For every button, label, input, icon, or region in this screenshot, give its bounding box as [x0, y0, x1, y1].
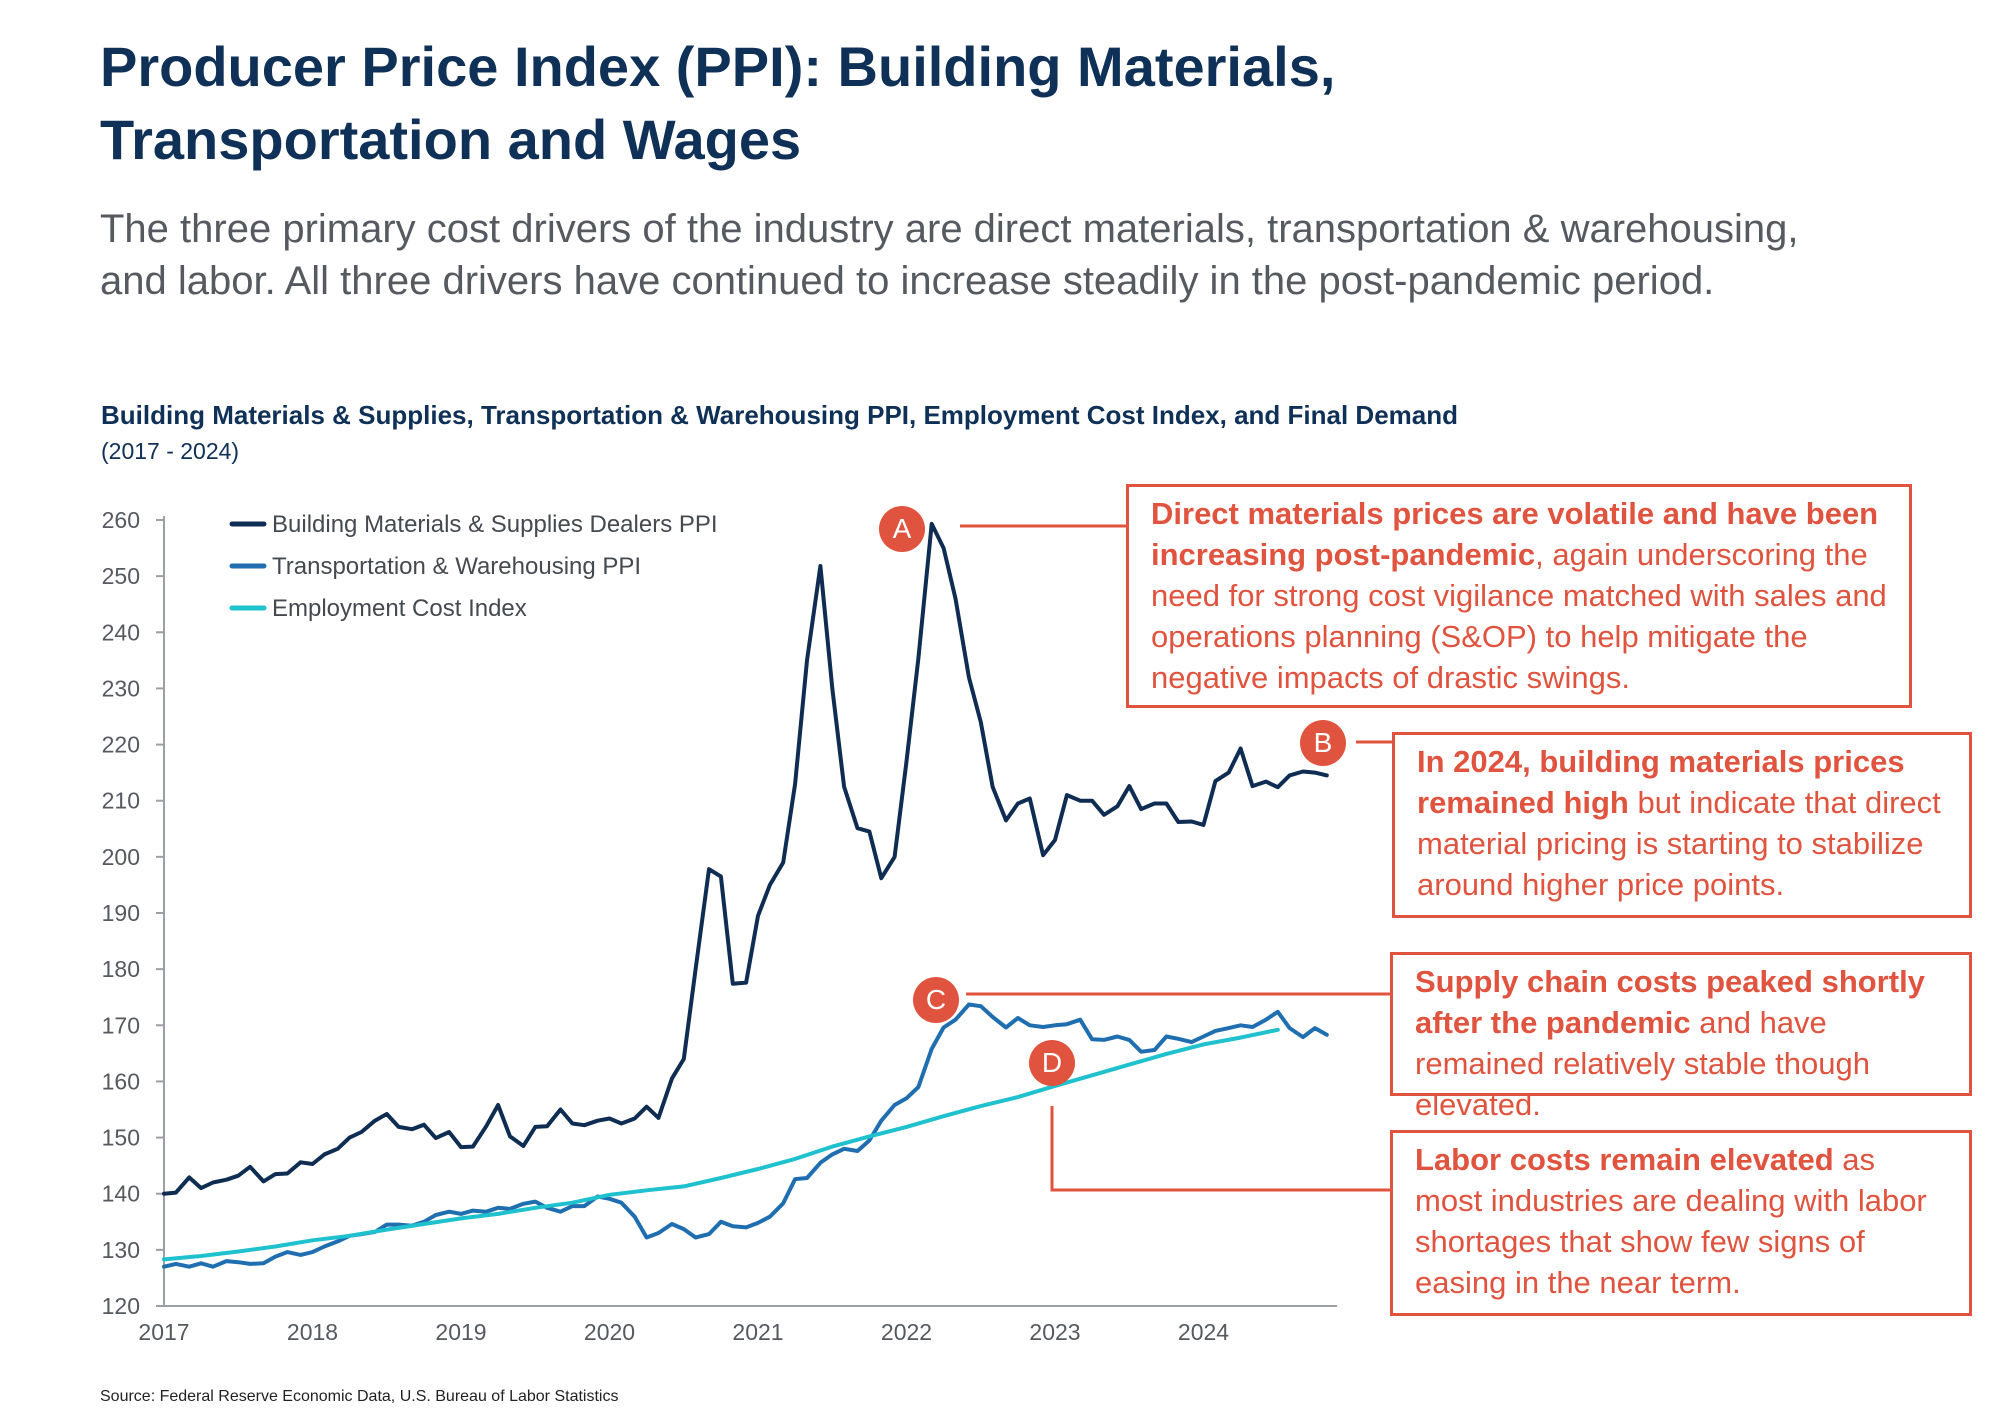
callout-c-bold: Supply chain costs peaked shortly after … — [1415, 964, 1925, 1040]
page-title-line-1: Producer Price Index (PPI): Building Mat… — [100, 35, 1336, 98]
y-tick-label: 150 — [102, 1125, 140, 1151]
legend-item-2: Transportation & Warehousing PPI — [229, 553, 641, 580]
x-tick-label: 2023 — [1029, 1319, 1080, 1345]
x-tick-label: 2020 — [584, 1319, 635, 1345]
chart-title: Building Materials & Supplies, Transport… — [101, 400, 1458, 430]
page-subtitle: The three primary cost drivers of the in… — [100, 203, 1950, 307]
axes: 120 130 140 150 160 170 180 190 200 210 220 230 240 2… — [102, 507, 1338, 1345]
y-tick-label: 210 — [102, 788, 140, 814]
source-note: Source: Federal Reserve Economic Data, U… — [100, 1388, 619, 1405]
marker-d: D — [1029, 1040, 1075, 1086]
series-1 — [162, 521, 1329, 1196]
y-tick-label: 250 — [102, 563, 140, 589]
callout-d-bold: Labor costs remain elevated — [1415, 1142, 1834, 1177]
x-tick-label: 2022 — [881, 1319, 932, 1345]
y-tick-label: 160 — [102, 1068, 140, 1094]
page-title-line-2: Transportation and Wages — [100, 108, 802, 171]
legend-item-3: Employment Cost Index — [229, 595, 527, 622]
y-tick-label: 240 — [102, 619, 140, 645]
y-tick-label: 230 — [102, 675, 140, 701]
y-tick-label: 170 — [102, 1012, 140, 1038]
x-tick-label: 2018 — [287, 1319, 338, 1345]
marker-c: C — [913, 977, 959, 1023]
callout-a-text: , again underscoring the need for strong… — [1151, 537, 1887, 695]
callout-d: Labor costs remain elevated as most indu… — [1390, 1130, 1972, 1316]
y-tick-label: 120 — [102, 1293, 140, 1319]
callout-b-text: but indicate that direct material pricin… — [1417, 785, 1941, 902]
series-lines — [162, 521, 1329, 1269]
callout-b: In 2024, building materials prices remai… — [1392, 732, 1972, 918]
x-tick-label: 2024 — [1178, 1319, 1229, 1345]
marker-d-label: D — [1041, 1047, 1063, 1078]
callout-a: Direct materials prices are volatile and… — [1126, 484, 1912, 708]
x-tick-label: 2019 — [435, 1319, 486, 1345]
legend-item-1: Building Materials & Supplies Dealers PP… — [229, 511, 718, 538]
series-3 — [162, 1027, 1280, 1262]
y-tick-label: 200 — [102, 844, 140, 870]
legend: Building Materials & Supplies Dealers PP… — [229, 511, 718, 622]
y-tick-label: 190 — [102, 900, 140, 926]
legend-label: Building Materials & Supplies Dealers PP… — [272, 511, 718, 538]
callout-a-bold: Direct materials prices are volatile and… — [1151, 496, 1879, 572]
series-line — [162, 1027, 1280, 1262]
callout-b-bold: In 2024, building materials prices remai… — [1417, 744, 1905, 820]
y-tick-label: 180 — [102, 956, 140, 982]
page-subtitle-line-1: The three primary cost drivers of the in… — [100, 207, 1799, 251]
y-tick-label: 260 — [102, 507, 140, 533]
y-tick-label: 220 — [102, 732, 140, 758]
marker-b-label: B — [1313, 727, 1333, 758]
chart-subtitle: (2017 - 2024) — [101, 438, 240, 464]
page-title: Producer Price Index (PPI): Building Mat… — [100, 30, 1600, 176]
page-subtitle-line-2: and labor. All three drivers have contin… — [100, 259, 1715, 303]
marker-a: A — [879, 506, 925, 552]
callout-c: Supply chain costs peaked shortly after … — [1390, 952, 1972, 1122]
legend-label: Transportation & Warehousing PPI — [272, 553, 641, 580]
connector-d — [1050, 1106, 1392, 1192]
callout-c-text: and have remained relatively stable thou… — [1415, 1005, 1870, 1122]
marker-b: B — [1300, 720, 1346, 766]
legend-label: Employment Cost Index — [272, 595, 527, 622]
callout-d-text: as most industries are dealing with labo… — [1415, 1142, 1927, 1300]
series-line — [162, 1002, 1329, 1269]
callout-connectors — [960, 524, 1396, 1192]
marker-c-label: C — [925, 984, 947, 1015]
series-2 — [162, 1002, 1329, 1269]
marker-a-label: A — [892, 513, 912, 544]
y-tick-label: 140 — [102, 1181, 140, 1207]
x-tick-label: 2017 — [138, 1319, 189, 1345]
y-tick-label: 130 — [102, 1237, 140, 1263]
x-tick-label: 2021 — [732, 1319, 783, 1345]
